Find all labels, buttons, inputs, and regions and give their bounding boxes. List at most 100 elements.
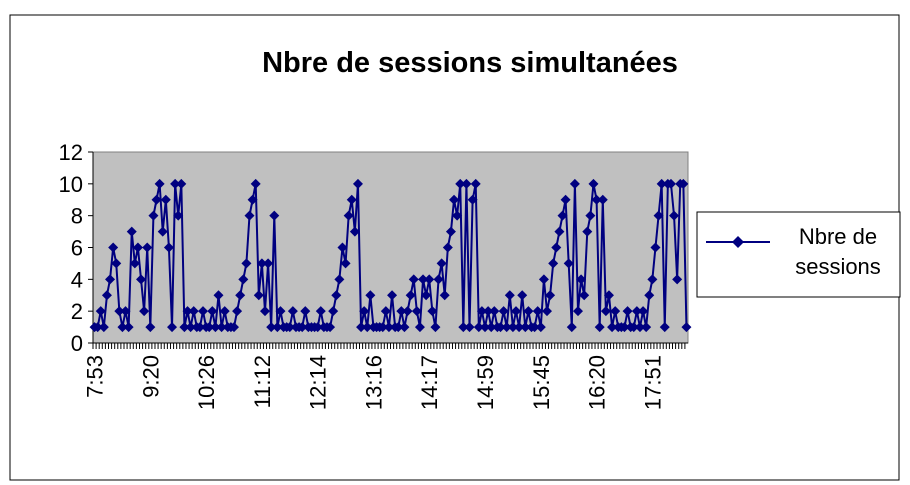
data-point: [458, 322, 469, 333]
data-point: [634, 322, 645, 333]
data-point: [411, 306, 422, 317]
data-point: [160, 194, 171, 205]
data-point: [421, 290, 432, 301]
data-point: [473, 322, 484, 333]
x-tick-label: 9:20: [138, 355, 163, 398]
data-point: [136, 274, 147, 285]
data-point: [480, 322, 491, 333]
chart-title: Nbre de sessions simultanées: [262, 47, 678, 79]
data-point: [163, 242, 174, 253]
data-point: [173, 210, 184, 221]
data-point: [436, 258, 447, 269]
legend-label: Nbre de sessions: [795, 224, 881, 279]
data-point: [95, 306, 106, 317]
data-point: [123, 322, 134, 333]
data-point: [229, 322, 240, 333]
data-point: [334, 274, 345, 285]
data-point: [328, 306, 339, 317]
x-tick-label: 10:26: [194, 355, 219, 410]
data-point: [678, 178, 689, 189]
data-point: [520, 322, 531, 333]
data-point: [548, 258, 559, 269]
data-point: [216, 322, 227, 333]
x-tick-label: 15:45: [529, 355, 554, 410]
data-point: [207, 306, 218, 317]
x-tick-label: 7:53: [83, 355, 108, 398]
data-point: [182, 306, 193, 317]
data-point: [452, 210, 463, 221]
data-point: [213, 290, 224, 301]
data-point: [343, 210, 354, 221]
data-point: [470, 178, 481, 189]
data-point: [185, 322, 196, 333]
data-point: [284, 322, 295, 333]
data-point: [442, 242, 453, 253]
x-tick-label: 14:59: [473, 355, 498, 410]
data-point: [579, 290, 590, 301]
data-point: [188, 306, 199, 317]
data-point: [399, 322, 410, 333]
data-point: [603, 290, 614, 301]
data-point: [424, 274, 435, 285]
data-point: [352, 178, 363, 189]
data-point: [157, 226, 168, 237]
data-point: [523, 306, 534, 317]
data-point: [647, 274, 658, 285]
data-point: [269, 210, 280, 221]
data-point: [551, 242, 562, 253]
data-point: [619, 322, 630, 333]
data-point: [445, 226, 456, 237]
data-point: [461, 178, 472, 189]
data-point: [449, 194, 460, 205]
data-point: [362, 322, 373, 333]
data-point: [98, 322, 109, 333]
data-point: [256, 258, 267, 269]
data-point: [331, 290, 342, 301]
data-point: [545, 290, 556, 301]
data-point: [325, 322, 336, 333]
data-point: [139, 306, 150, 317]
data-point: [681, 322, 692, 333]
data-point: [287, 306, 298, 317]
data-point: [641, 322, 652, 333]
data-point: [170, 178, 181, 189]
data-point: [142, 242, 153, 253]
data-point: [541, 306, 552, 317]
data-point: [650, 242, 661, 253]
data-point: [235, 290, 246, 301]
data-point: [275, 306, 286, 317]
data-point: [92, 322, 103, 333]
data-point: [105, 274, 116, 285]
data-point: [514, 322, 525, 333]
data-point: [396, 306, 407, 317]
data-point: [554, 226, 565, 237]
data-point: [349, 226, 360, 237]
y-tick-label: 2: [71, 299, 83, 324]
data-point: [259, 306, 270, 317]
x-tick-label: 13:16: [361, 355, 386, 410]
data-point: [507, 322, 518, 333]
data-point: [644, 290, 655, 301]
data-point: [498, 306, 509, 317]
data-point: [569, 178, 580, 189]
y-tick-label: 12: [59, 140, 83, 165]
data-point: [154, 178, 165, 189]
y-tick-label: 4: [71, 267, 83, 292]
data-point: [312, 322, 323, 333]
data-point: [383, 322, 394, 333]
data-point: [594, 322, 605, 333]
data-point: [266, 322, 277, 333]
data-point: [501, 322, 512, 333]
data-point: [467, 194, 478, 205]
data-point: [591, 194, 602, 205]
x-tick-label: 12:14: [306, 355, 331, 410]
x-tick-label: 17:51: [640, 355, 665, 410]
data-point: [132, 242, 143, 253]
data-point: [315, 306, 326, 317]
data-point: [393, 322, 404, 333]
data-point: [219, 306, 230, 317]
data-point: [585, 210, 596, 221]
data-point: [377, 322, 388, 333]
